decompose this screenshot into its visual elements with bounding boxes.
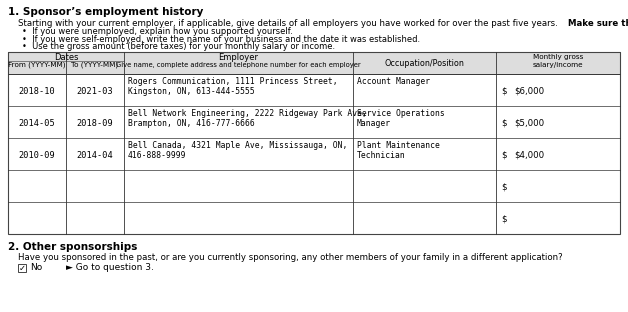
Text: •  If you were unemployed, explain how you supported yourself.: • If you were unemployed, explain how yo…: [22, 27, 293, 36]
Text: Give name, complete address and telephone number for each employer: Give name, complete address and telephon…: [116, 61, 361, 67]
Text: From (YYYY-MM): From (YYYY-MM): [8, 61, 66, 68]
Text: $: $: [501, 183, 507, 192]
Text: 2014-05: 2014-05: [19, 119, 55, 128]
Text: 2014-04: 2014-04: [77, 150, 114, 159]
Text: $: $: [501, 215, 507, 223]
Text: 2018-09: 2018-09: [77, 119, 114, 128]
Text: Monthly gross: Monthly gross: [533, 53, 583, 60]
Text: Starting with your current employer, if applicable, give details of all employer: Starting with your current employer, if …: [18, 19, 561, 28]
Text: $6,000: $6,000: [514, 86, 544, 95]
Text: 2018-10: 2018-10: [19, 86, 55, 95]
Text: 2010-09: 2010-09: [19, 150, 55, 159]
Text: $: $: [501, 86, 507, 95]
Text: $5,000: $5,000: [514, 119, 544, 128]
Text: 1. Sponsor’s employment history: 1. Sponsor’s employment history: [8, 7, 203, 17]
Text: Plant Maintenance
Technician: Plant Maintenance Technician: [357, 140, 440, 160]
Text: $: $: [501, 119, 507, 128]
Text: $: $: [501, 150, 507, 159]
Text: Dates: Dates: [54, 53, 78, 62]
Text: Have you sponsored in the past, or are you currently sponsoring, any other membe: Have you sponsored in the past, or are y…: [18, 252, 563, 261]
Text: ► Go to question 3.: ► Go to question 3.: [66, 264, 154, 272]
Text: To (YYYY-MM): To (YYYY-MM): [72, 61, 119, 68]
Bar: [8, 51, 620, 74]
Text: salary/income: salary/income: [533, 61, 583, 67]
Text: ✓: ✓: [18, 264, 26, 272]
Text: •  If you were self-employed, write the name of your business and the date it wa: • If you were self-employed, write the n…: [22, 35, 420, 43]
Text: Service Operations
Manager: Service Operations Manager: [357, 109, 445, 128]
Text: No: No: [30, 264, 42, 272]
Text: Make sure there are no gaps.: Make sure there are no gaps.: [568, 19, 628, 28]
Text: 2021-03: 2021-03: [77, 86, 114, 95]
Text: $4,000: $4,000: [514, 150, 544, 159]
Bar: [8, 51, 620, 233]
Text: Rogers Communication, 1111 Princess Street,
Kingston, ON, 613-444-5555: Rogers Communication, 1111 Princess Stre…: [128, 76, 338, 96]
Text: Account Manager: Account Manager: [357, 76, 430, 85]
Text: 2. Other sponsorships: 2. Other sponsorships: [8, 241, 138, 251]
Text: Bell Canada, 4321 Maple Ave, Mississauga, ON,
416-888-9999: Bell Canada, 4321 Maple Ave, Mississauga…: [128, 140, 347, 160]
Bar: [18, 264, 26, 271]
Text: •  Use the gross amount (before taxes) for your monthly salary or income.: • Use the gross amount (before taxes) fo…: [22, 42, 335, 51]
Text: Occupation/Position: Occupation/Position: [384, 59, 465, 67]
Text: Employer: Employer: [219, 53, 259, 62]
Text: Bell Network Engineering, 2222 Ridgeway Park Ave,
Brampton, ON, 416-777-6666: Bell Network Engineering, 2222 Ridgeway …: [128, 109, 367, 128]
